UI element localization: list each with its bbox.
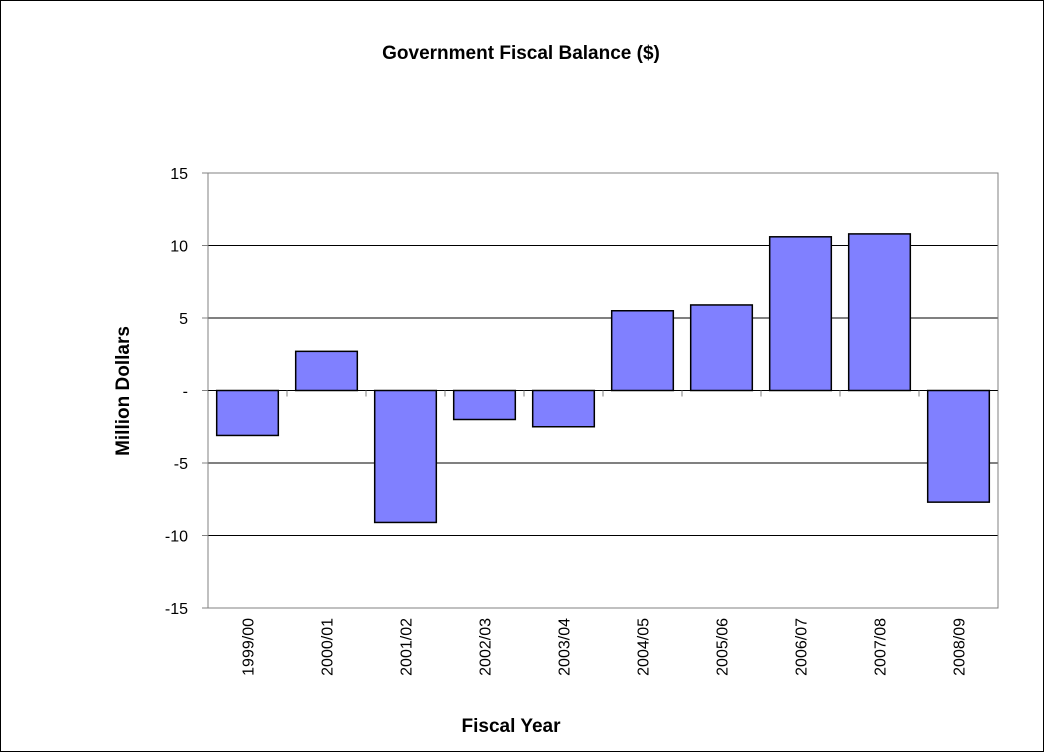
x-tick-label: 2006/07	[794, 618, 811, 676]
x-tick-label: 1999/00	[241, 618, 258, 676]
y-axis: 15 10 5 - -5 -10 -15	[165, 166, 208, 618]
bar-2008-09	[926, 389, 991, 503]
y-tick-label: -10	[165, 529, 188, 546]
bar-2000-01	[294, 350, 359, 392]
bar-2004-05	[610, 310, 675, 392]
bar-2006-07	[768, 236, 833, 392]
bar-2007-08	[847, 233, 912, 392]
bar-2003-04	[531, 389, 596, 428]
x-tick-label: 2008/09	[952, 618, 969, 676]
y-tick-label: 10	[170, 239, 188, 256]
x-tick-label: 2007/08	[873, 618, 890, 676]
y-tick-label: -	[183, 384, 188, 401]
x-tick-label: 2001/02	[399, 618, 416, 676]
x-tick-label: 2004/05	[636, 618, 653, 676]
x-tick-label: 2002/03	[478, 618, 495, 676]
x-tick-label: 2000/01	[320, 618, 337, 676]
bar-2005-06	[689, 304, 754, 392]
x-tick-label: 2005/06	[715, 618, 732, 676]
bar-2001-02	[373, 389, 438, 524]
x-tick-label: 2003/04	[557, 618, 574, 676]
x-axis: 1999/00 2000/01 2001/02 2002/03 2003/04 2004/…	[207, 390, 999, 676]
y-tick-label: -5	[174, 456, 188, 473]
y-tick-label: -15	[165, 601, 188, 618]
y-tick-label: 15	[170, 166, 188, 183]
x-axis-label: Fiscal Year	[462, 716, 562, 737]
bar-1999-00	[215, 389, 280, 437]
y-tick-label: 5	[179, 311, 188, 328]
y-axis-label: Million Dollars	[113, 326, 134, 456]
chart-title: Government Fiscal Balance ($)	[382, 43, 660, 64]
bars	[215, 233, 991, 524]
bar-2002-03	[452, 389, 517, 421]
